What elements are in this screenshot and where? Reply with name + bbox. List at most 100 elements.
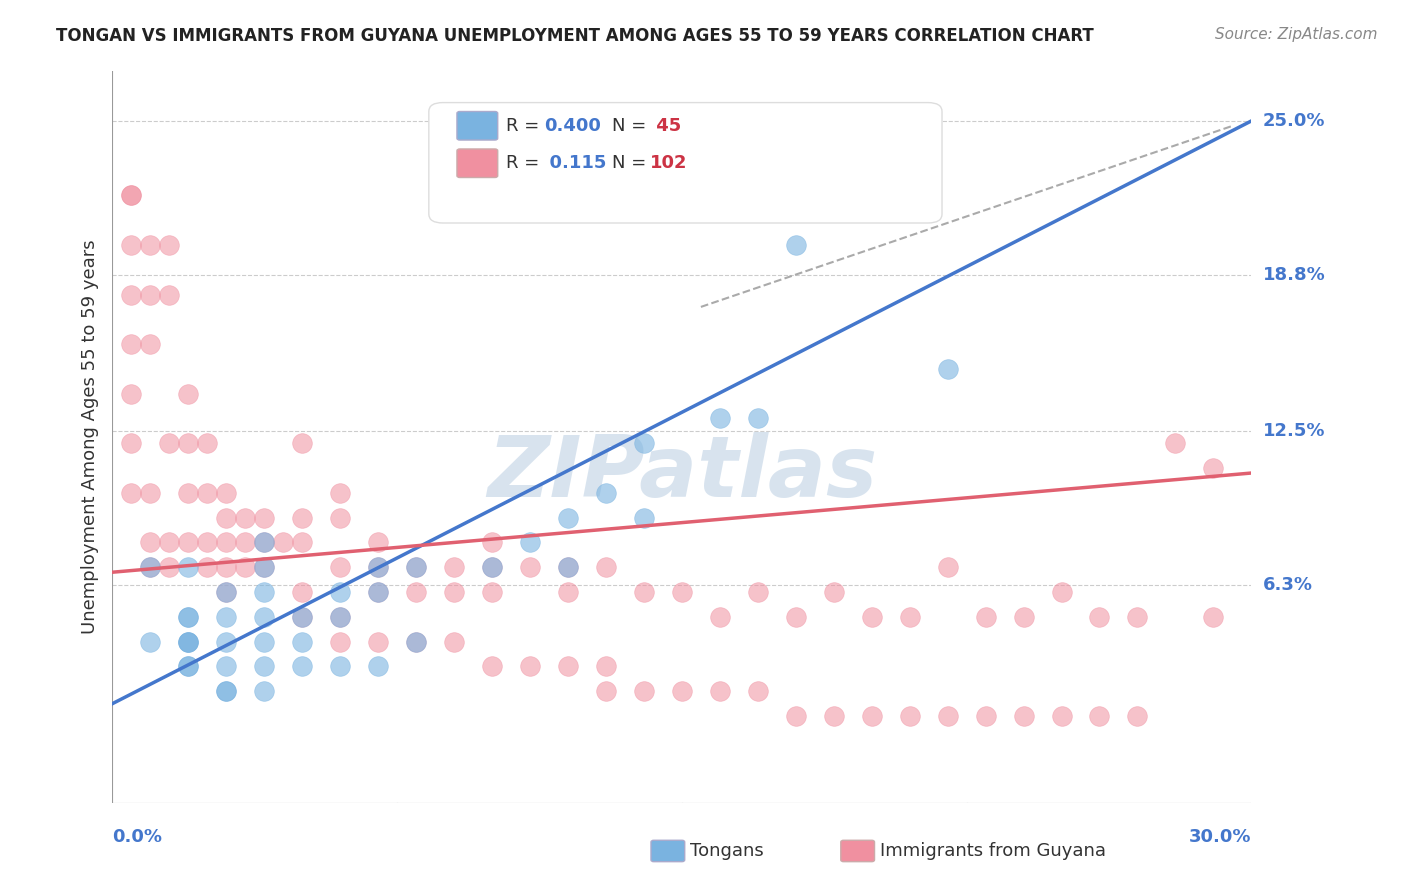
Point: [481, 659, 503, 673]
Point: [253, 610, 276, 624]
Point: [177, 634, 200, 648]
Point: [139, 337, 162, 351]
Point: [291, 610, 314, 624]
Point: [253, 535, 276, 549]
Point: [159, 436, 180, 450]
Point: [785, 610, 807, 624]
Point: [709, 684, 731, 698]
Point: [177, 486, 200, 500]
Point: [195, 535, 219, 549]
Point: [291, 535, 314, 549]
Point: [595, 560, 617, 574]
Point: [195, 436, 219, 450]
Point: [519, 560, 541, 574]
Text: 0.0%: 0.0%: [112, 828, 163, 846]
Point: [633, 684, 655, 698]
Point: [215, 659, 238, 673]
Text: Tongans: Tongans: [690, 842, 763, 860]
Point: [443, 560, 465, 574]
Point: [139, 560, 162, 574]
Point: [405, 560, 427, 574]
Point: [195, 486, 219, 500]
Point: [481, 535, 503, 549]
Point: [936, 560, 959, 574]
Point: [633, 510, 655, 524]
Point: [367, 560, 389, 574]
Point: [253, 659, 276, 673]
Point: [367, 535, 389, 549]
Point: [1012, 709, 1035, 723]
Point: [519, 535, 541, 549]
Point: [329, 585, 352, 599]
Text: 12.5%: 12.5%: [1263, 422, 1324, 440]
Point: [1202, 461, 1225, 475]
Text: 102: 102: [650, 154, 688, 172]
Point: [405, 585, 427, 599]
Point: [139, 535, 162, 549]
Point: [159, 560, 180, 574]
Point: [329, 610, 352, 624]
Point: [1202, 610, 1225, 624]
Point: [253, 560, 276, 574]
Point: [367, 659, 389, 673]
Point: [1050, 709, 1073, 723]
Point: [709, 610, 731, 624]
Point: [177, 610, 200, 624]
Point: [557, 560, 579, 574]
Point: [291, 510, 314, 524]
Point: [177, 436, 200, 450]
Point: [1164, 436, 1187, 450]
Point: [595, 659, 617, 673]
Point: [235, 560, 257, 574]
Point: [253, 684, 276, 698]
Point: [443, 634, 465, 648]
Point: [177, 659, 200, 673]
Point: [177, 634, 200, 648]
Point: [1126, 709, 1149, 723]
Text: R =: R =: [506, 117, 546, 135]
Point: [557, 510, 579, 524]
Point: [823, 585, 845, 599]
Point: [139, 287, 162, 301]
Point: [860, 610, 883, 624]
Point: [121, 486, 143, 500]
Point: [177, 386, 200, 401]
Point: [253, 585, 276, 599]
Point: [121, 337, 143, 351]
Point: [291, 659, 314, 673]
Point: [291, 610, 314, 624]
Point: [195, 560, 219, 574]
Point: [936, 362, 959, 376]
Point: [215, 634, 238, 648]
Point: [121, 188, 143, 202]
Point: [367, 585, 389, 599]
Point: [405, 634, 427, 648]
Point: [121, 287, 143, 301]
Point: [215, 684, 238, 698]
Point: [405, 560, 427, 574]
Point: [329, 634, 352, 648]
Point: [121, 386, 143, 401]
Text: 6.3%: 6.3%: [1263, 575, 1312, 593]
Point: [139, 238, 162, 252]
Text: 18.8%: 18.8%: [1263, 266, 1326, 284]
Text: ZIPatlas: ZIPatlas: [486, 432, 877, 516]
Point: [367, 634, 389, 648]
Point: [367, 560, 389, 574]
Point: [329, 610, 352, 624]
Point: [177, 610, 200, 624]
Point: [1012, 610, 1035, 624]
Point: [329, 510, 352, 524]
Point: [291, 436, 314, 450]
Point: [936, 709, 959, 723]
Text: N =: N =: [612, 117, 651, 135]
Point: [177, 659, 200, 673]
Point: [159, 535, 180, 549]
Point: [443, 585, 465, 599]
Point: [271, 535, 295, 549]
Point: [671, 684, 693, 698]
Point: [557, 585, 579, 599]
Point: [329, 560, 352, 574]
Point: [898, 709, 921, 723]
Point: [898, 610, 921, 624]
